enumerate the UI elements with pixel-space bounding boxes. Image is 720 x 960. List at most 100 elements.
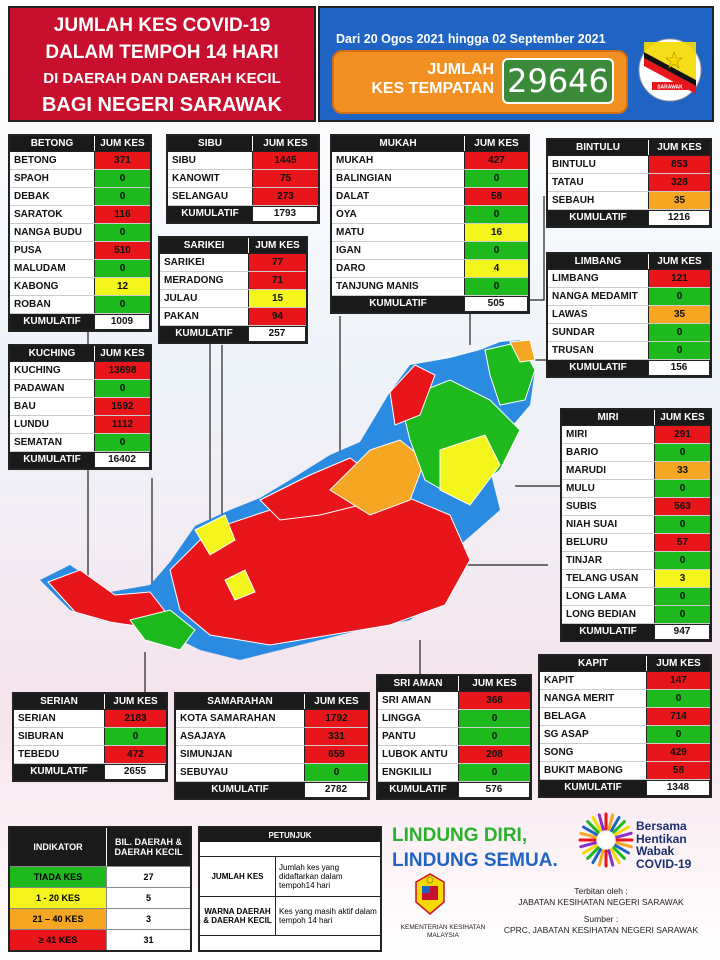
table-row: SEMATAN 0 xyxy=(10,434,150,452)
district-name: LONG LAMA xyxy=(566,590,627,602)
case-count: 429 xyxy=(646,744,710,761)
table-row: MATU 16 xyxy=(332,224,528,242)
district-name: SUBIS xyxy=(566,500,597,512)
legend-rows: TIADA KES 27 1 - 20 KES 5 21 – 40 KES 3 ≥ 41 K… xyxy=(10,866,190,950)
publisher-label: Terbitan oleh : xyxy=(574,886,628,896)
total-label-line-1: JUMLAH xyxy=(427,61,494,78)
column-header: JUM KES xyxy=(464,136,528,151)
panel-rows: SARIKEI 77 MERADONG 71 JULAU 15 PAKAN 94 xyxy=(160,254,306,326)
sun-ray xyxy=(612,846,626,860)
table-row: NANGA MERIT 0 xyxy=(540,690,710,708)
district-name: TANJUNG MANIS xyxy=(336,280,419,292)
case-count: 563 xyxy=(654,498,710,515)
case-count: 371 xyxy=(94,152,150,169)
table-row: MALUDAM 0 xyxy=(10,260,150,278)
panel-rows: BINTULU 853 TATAU 328 SEBAUH 35 xyxy=(548,156,710,210)
table-row: ENGKILILI 0 xyxy=(378,764,530,782)
panel-title: BINTULU xyxy=(548,140,648,155)
table-row: TINJAR 0 xyxy=(562,552,710,570)
district-name: BALINGIAN xyxy=(336,172,392,184)
table-row: LAWAS 35 xyxy=(548,306,710,324)
source-label: Sumber : xyxy=(583,914,619,925)
district-name: KOTA SAMARAHAN xyxy=(180,712,276,724)
campaign-logo-icon xyxy=(578,812,634,868)
table-row: MUKAH 427 xyxy=(332,152,528,170)
panel-title: SARIKEI xyxy=(160,238,248,253)
sun-ray xyxy=(586,846,600,860)
table-row: TELANG USAN 3 xyxy=(562,570,710,588)
district-name: LIMBANG xyxy=(552,272,599,284)
table-row: SUNDAR 0 xyxy=(548,324,710,342)
kumulatif-value: 1348 xyxy=(646,780,710,796)
district-name: MALUDAM xyxy=(14,262,66,274)
case-count: 0 xyxy=(648,324,710,341)
guide-desc-jumlah: Jumlah kes yang didaftarkan dalam tempoh… xyxy=(279,863,343,890)
sun-ray xyxy=(614,825,631,836)
table-row: KOTA SAMARAHAN 1792 xyxy=(176,710,368,728)
case-count: 328 xyxy=(648,174,710,191)
kumulatif-value: 16402 xyxy=(94,452,150,468)
district-name: TELANG USAN xyxy=(566,572,639,584)
table-row: PADAWAN 0 xyxy=(10,380,150,398)
legend-row: TIADA KES 27 xyxy=(10,866,190,887)
kumulatif-value: 1216 xyxy=(648,210,710,226)
sun-ray xyxy=(610,848,621,865)
district-name: SIBU xyxy=(172,154,196,166)
legend-count: 5 xyxy=(106,888,190,908)
district-name: SEBUYAU xyxy=(180,766,228,778)
district-name: SERIAN xyxy=(18,712,56,724)
case-count: 4 xyxy=(464,260,528,277)
district-name: NANGA MERIT xyxy=(544,692,615,704)
case-count: 71 xyxy=(248,272,306,289)
district-name: TRUSAN xyxy=(552,344,594,356)
case-count: 13698 xyxy=(94,362,150,379)
map-region-lawas xyxy=(509,339,536,363)
table-row: TRUSAN 0 xyxy=(548,342,710,360)
district-name: SIBURAN xyxy=(18,730,64,742)
table-row: SELANGAU 273 xyxy=(168,188,318,206)
table-row: NANGA BUDU 0 xyxy=(10,224,150,242)
panel-title: KAPIT xyxy=(540,656,646,671)
panel-rows: BETONG 371 SPAOH 0 DEBAK 0 SARATOK 116 NANGA BUD… xyxy=(10,152,150,314)
case-count: 12 xyxy=(94,278,150,295)
table-row: KUCHING 13698 xyxy=(10,362,150,380)
column-header: JUM KES xyxy=(648,254,710,269)
table-row: SERIAN 2183 xyxy=(14,710,166,728)
table-row: LUBOK ANTU 208 xyxy=(378,746,530,764)
district-name: KUCHING xyxy=(14,364,61,376)
case-count: 2183 xyxy=(104,710,166,727)
table-row: MIRI 291 xyxy=(562,426,710,444)
panel-rows: KUCHING 13698 PADAWAN 0 BAU 1592 LUNDU 1112 SEMA… xyxy=(10,362,150,452)
case-count: 0 xyxy=(458,764,530,781)
case-count: 33 xyxy=(654,462,710,479)
case-count: 0 xyxy=(104,728,166,745)
table-row: ROBAN 0 xyxy=(10,296,150,314)
publisher-info: Terbitan oleh : JABATAN KESIHATAN NEGERI… xyxy=(496,886,706,936)
case-count: 147 xyxy=(646,672,710,689)
table-row: JULAU 15 xyxy=(160,290,306,308)
case-count: 510 xyxy=(94,242,150,259)
case-count: 0 xyxy=(646,690,710,707)
legend-indicator: 21 – 40 KES xyxy=(10,909,106,929)
district-name: SG ASAP xyxy=(544,728,589,740)
sun-ray xyxy=(581,844,598,855)
table-row: SUBIS 563 xyxy=(562,498,710,516)
district-name: NIAH SUAI xyxy=(566,518,618,530)
table-row: MULU 0 xyxy=(562,480,710,498)
case-count: 94 xyxy=(248,308,306,325)
case-count: 77 xyxy=(248,254,306,271)
district-name: DALAT xyxy=(336,190,370,202)
guide-term-warna: WARNA DAERAH & DAERAH KECIL xyxy=(200,897,276,935)
district-name: BINTULU xyxy=(552,158,596,170)
table-row: TEBEDU 472 xyxy=(14,746,166,764)
district-name: BUKIT MABONG xyxy=(544,764,623,776)
district-name: SIMUNJAN xyxy=(180,748,233,760)
title-line-1: JUMLAH KES COVID-19 xyxy=(53,15,271,36)
panel-serian: SERIAN JUM KES SERIAN 2183 SIBURAN 0 TEBEDU 47… xyxy=(12,692,168,782)
column-header: JUM KES xyxy=(458,676,530,691)
total-cases-value: 29646 xyxy=(502,58,614,104)
case-count: 1112 xyxy=(94,416,150,433)
case-count: 273 xyxy=(252,188,318,205)
case-count: 116 xyxy=(94,206,150,223)
table-row: BALINGIAN 0 xyxy=(332,170,528,188)
